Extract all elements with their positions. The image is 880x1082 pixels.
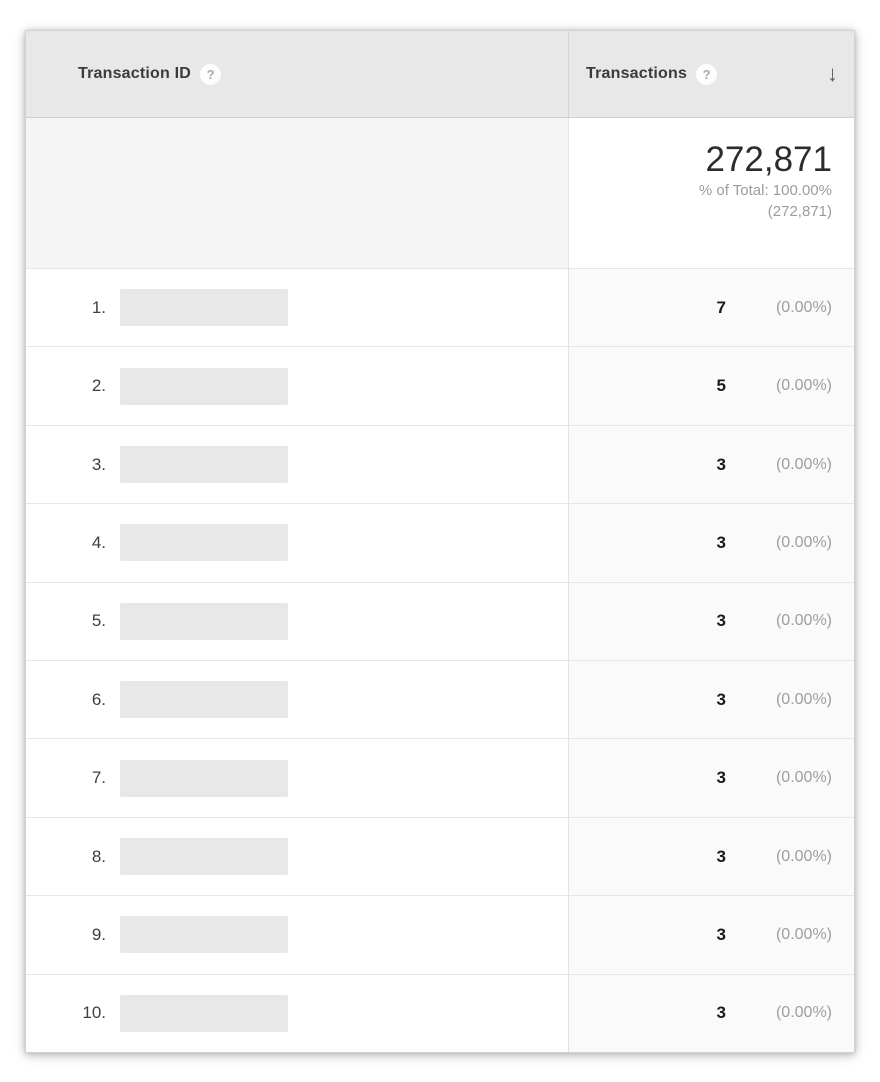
percent-of-total-label: % of Total: 100.00% [698, 182, 832, 199]
transactions-percent: (0.00%) [775, 455, 832, 473]
transactions-percent: (0.00%) [775, 925, 832, 943]
redacted-transaction-id-box [120, 602, 288, 640]
transactions-value: 3 [716, 1003, 726, 1023]
transactions-percent: (0.00%) [775, 769, 832, 787]
summary-row: 272,871 % of Total: 100.00% (272,871) [26, 118, 854, 268]
row-index: 1. [91, 297, 106, 317]
transactions-percent: (0.00%) [775, 298, 832, 316]
transactions-percent: (0.00%) [775, 847, 832, 865]
transactions-value: 3 [716, 611, 726, 631]
row-index: 2. [91, 376, 106, 396]
table-row: 5. 3 (0.00%) [26, 581, 854, 661]
transactions-header-group: Transactions ? [586, 63, 718, 85]
row-index: 9. [91, 924, 106, 944]
transactions-value: 7 [716, 297, 726, 317]
help-icon[interactable]: ? [200, 63, 222, 85]
table-row: 9. 3 (0.00%) [26, 895, 854, 974]
row-index: 8. [91, 846, 106, 866]
transactions-value: 3 [716, 846, 726, 866]
redacted-transaction-id-box [120, 994, 288, 1032]
redacted-transaction-id-box [120, 681, 288, 719]
transactions-header-label: Transactions [586, 65, 688, 82]
analytics-table-card: Transaction ID ? Transactions ? ↓ 272,87… [25, 30, 855, 1053]
table-rows: 1. 7 (0.00%) 2. 5 (0.00%) 3. 3 (0.00%) 4… [26, 268, 854, 1053]
row-index: 5. [91, 611, 106, 631]
transactions-cell: 3 (0.00%) [568, 739, 854, 817]
total-paren-label: (272,871) [767, 203, 832, 220]
redacted-transaction-id-box [120, 759, 288, 797]
row-index: 10. [82, 1003, 106, 1023]
transactions-value: 3 [716, 454, 726, 474]
row-index: 3. [91, 454, 106, 474]
redacted-transaction-id-box [120, 289, 288, 327]
transactions-percent: (0.00%) [775, 533, 832, 551]
transaction-id-cell: 9. [26, 896, 568, 974]
column-header-transactions[interactable]: Transactions ? ↓ [568, 31, 854, 117]
transactions-percent: (0.00%) [775, 1004, 832, 1022]
help-icon[interactable]: ? [696, 63, 718, 85]
redacted-transaction-id-box [120, 838, 288, 876]
transactions-value: 3 [716, 924, 726, 944]
transactions-cell: 3 (0.00%) [568, 504, 854, 582]
column-header-transaction-id[interactable]: Transaction ID ? [26, 31, 568, 117]
row-index: 6. [91, 689, 106, 709]
table-row: 2. 5 (0.00%) [26, 346, 854, 425]
transaction-id-cell: 7. [26, 739, 568, 817]
transactions-percent: (0.00%) [775, 377, 832, 395]
table-row: 6. 3 (0.00%) [26, 660, 854, 739]
table-header-row: Transaction ID ? Transactions ? ↓ [26, 31, 854, 118]
row-index: 7. [91, 768, 106, 788]
transactions-value: 3 [716, 768, 726, 788]
transaction-id-cell: 6. [26, 661, 568, 739]
redacted-transaction-id-box [120, 367, 288, 405]
table-row: 8. 3 (0.00%) [26, 816, 854, 896]
transaction-id-cell: 10. [26, 974, 568, 1053]
transactions-percent: (0.00%) [775, 612, 832, 630]
summary-empty-cell [26, 118, 568, 268]
transaction-id-cell: 2. [26, 347, 568, 425]
redacted-transaction-id-box [120, 916, 288, 954]
transaction-id-cell: 4. [26, 504, 568, 582]
transactions-value: 5 [716, 376, 726, 396]
transactions-cell: 3 (0.00%) [568, 582, 854, 661]
transactions-cell: 7 (0.00%) [568, 269, 854, 347]
table-row: 10. 3 (0.00%) [26, 973, 854, 1053]
table-row: 4. 3 (0.00%) [26, 503, 854, 582]
transactions-value: 3 [716, 689, 726, 709]
redacted-transaction-id-box [120, 524, 288, 562]
table-row: 3. 3 (0.00%) [26, 424, 854, 504]
table-row: 1. 7 (0.00%) [26, 268, 854, 347]
transactions-total: 272,871 [705, 140, 832, 179]
transactions-cell: 3 (0.00%) [568, 425, 854, 504]
transactions-cell: 3 (0.00%) [568, 896, 854, 974]
transactions-value: 3 [716, 532, 726, 552]
table-row: 7. 3 (0.00%) [26, 738, 854, 817]
transactions-cell: 3 (0.00%) [568, 661, 854, 739]
transaction-id-cell: 8. [26, 817, 568, 896]
sort-descending-arrow-icon[interactable]: ↓ [827, 61, 838, 86]
transaction-id-cell: 5. [26, 582, 568, 661]
redacted-transaction-id-box [120, 446, 288, 484]
transaction-id-header-label: Transaction ID [78, 65, 192, 82]
row-index: 4. [91, 532, 106, 552]
transactions-cell: 3 (0.00%) [568, 974, 854, 1053]
transactions-cell: 5 (0.00%) [568, 347, 854, 425]
transactions-cell: 3 (0.00%) [568, 817, 854, 896]
transaction-id-cell: 1. [26, 269, 568, 347]
transactions-percent: (0.00%) [775, 690, 832, 708]
transaction-id-cell: 3. [26, 425, 568, 504]
summary-totals-cell: 272,871 % of Total: 100.00% (272,871) [568, 118, 854, 268]
